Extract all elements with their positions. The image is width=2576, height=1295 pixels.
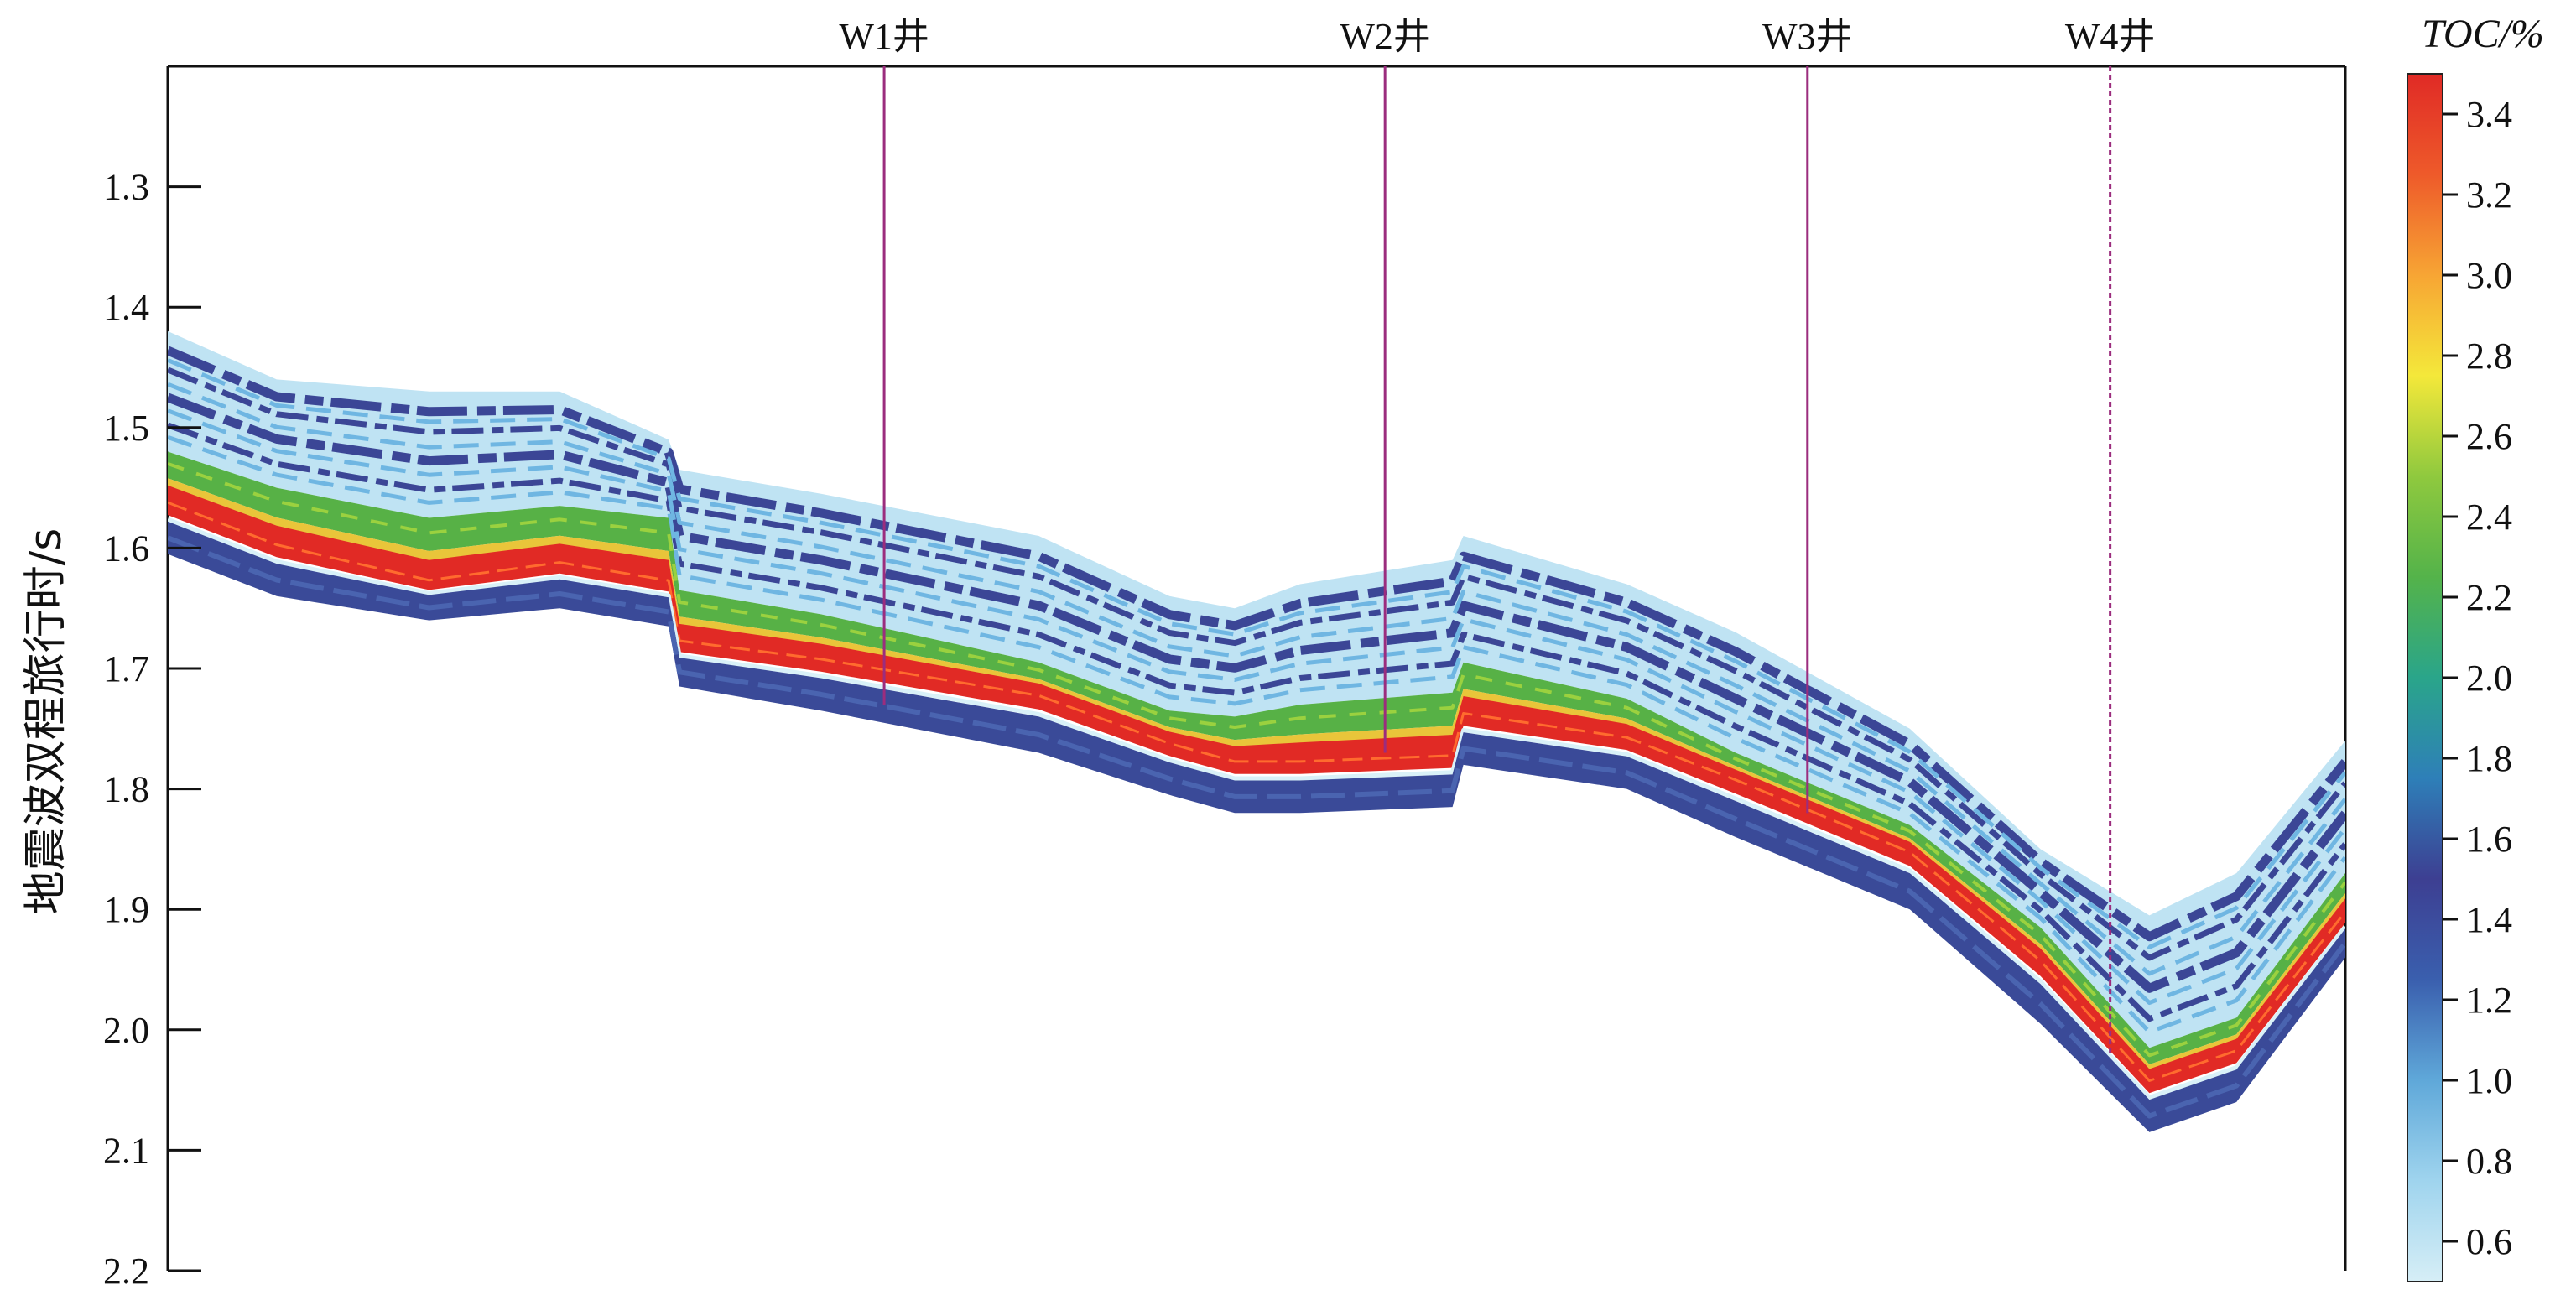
basal-low-toc-zone <box>168 521 2345 1132</box>
colorbar-tick-label: 2.6 <box>2466 416 2512 457</box>
low-toc-streak <box>168 393 2345 993</box>
colorbar: TOC/% 3.4 3.2 3.0 2.8 2.6 2.4 2.2 2.0 1.8 1.6 1.4 1… <box>2407 12 2544 1282</box>
basal-streak <box>168 535 2345 1119</box>
well-label: W3井 <box>1762 16 1853 57</box>
colorbar-tick-label: 2.0 <box>2466 658 2512 699</box>
well-4: W4井 <box>2065 16 2156 1054</box>
colorbar-tick-label: 2.2 <box>2466 577 2512 618</box>
low-toc-streak <box>168 367 2345 961</box>
y-tick-label: 1.9 <box>103 889 149 930</box>
y-tick-label: 1.3 <box>103 167 149 208</box>
colorbar-tick-label: 3.0 <box>2466 255 2512 296</box>
colorbar-tick-label: 1.0 <box>2466 1060 2512 1101</box>
colorbar-tick-label: 1.6 <box>2466 819 2512 860</box>
toc-section <box>168 330 2345 1132</box>
low-toc-streak <box>168 422 2345 1022</box>
green-toc-band <box>168 451 2345 1065</box>
colorbar-tick-label: 1.2 <box>2466 980 2512 1021</box>
colorbar-title: TOC/% <box>2422 12 2544 56</box>
high-toc-layer <box>168 485 2345 1094</box>
well-1: W1井 <box>839 16 929 705</box>
colorbar-tick-label: 0.6 <box>2466 1221 2512 1262</box>
y-tick-label: 1.8 <box>103 769 149 810</box>
well-label: W2井 <box>1340 16 1430 57</box>
yellow-green-streak <box>168 462 2345 1058</box>
well-markers: W1井 W2井 W3井 W4井 <box>839 16 2155 1054</box>
colorbar-tick-label: 1.8 <box>2466 738 2512 779</box>
orange-toc-band <box>168 478 2345 1079</box>
mid-toc-streak <box>168 358 2345 949</box>
y-tick-label: 2.0 <box>103 1010 149 1051</box>
y-tick-label: 1.7 <box>103 648 149 689</box>
mid-toc-streak <box>168 408 2345 1006</box>
red-layer-highlight <box>168 501 2345 1082</box>
mid-toc-streak <box>168 382 2345 976</box>
y-tick-label: 2.2 <box>103 1251 149 1292</box>
well-label: W4井 <box>2065 16 2156 57</box>
y-tick-label: 1.6 <box>103 528 149 569</box>
colorbar-tick-label: 3.4 <box>2466 94 2512 135</box>
colorbar-ticks: 3.4 3.2 3.0 2.8 2.6 2.4 2.2 2.0 1.8 1.6 1.4 1.2 1.0 0… <box>2443 94 2512 1262</box>
y-tick-label: 2.1 <box>103 1130 149 1171</box>
y-axis-label: 地震波双程旅行时/s <box>21 528 71 915</box>
y-axis-ticks: 1.3 1.4 1.5 1.6 1.7 1.8 1.9 2.0 2.1 2.2 <box>103 167 201 1292</box>
well-label: W1井 <box>839 16 929 57</box>
y-tick-label: 1.4 <box>103 287 149 328</box>
colorbar-tick-label: 2.8 <box>2466 335 2512 377</box>
colorbar-tick-label: 1.4 <box>2466 899 2512 940</box>
colorbar-tick-label: 3.2 <box>2466 174 2512 216</box>
upper-low-toc-zone <box>168 330 2345 1048</box>
colorbar-tick-label: 0.8 <box>2466 1141 2512 1182</box>
low-toc-streak <box>168 346 2345 942</box>
well-3: W3井 <box>1762 16 1853 814</box>
mid-toc-streak <box>168 434 2345 1034</box>
pale-separator-line <box>168 517 2345 1100</box>
well-2: W2井 <box>1340 16 1430 753</box>
colorbar-tick-label: 2.4 <box>2466 497 2512 538</box>
y-tick-label: 1.5 <box>103 408 149 449</box>
colorbar-bar <box>2407 73 2443 1282</box>
